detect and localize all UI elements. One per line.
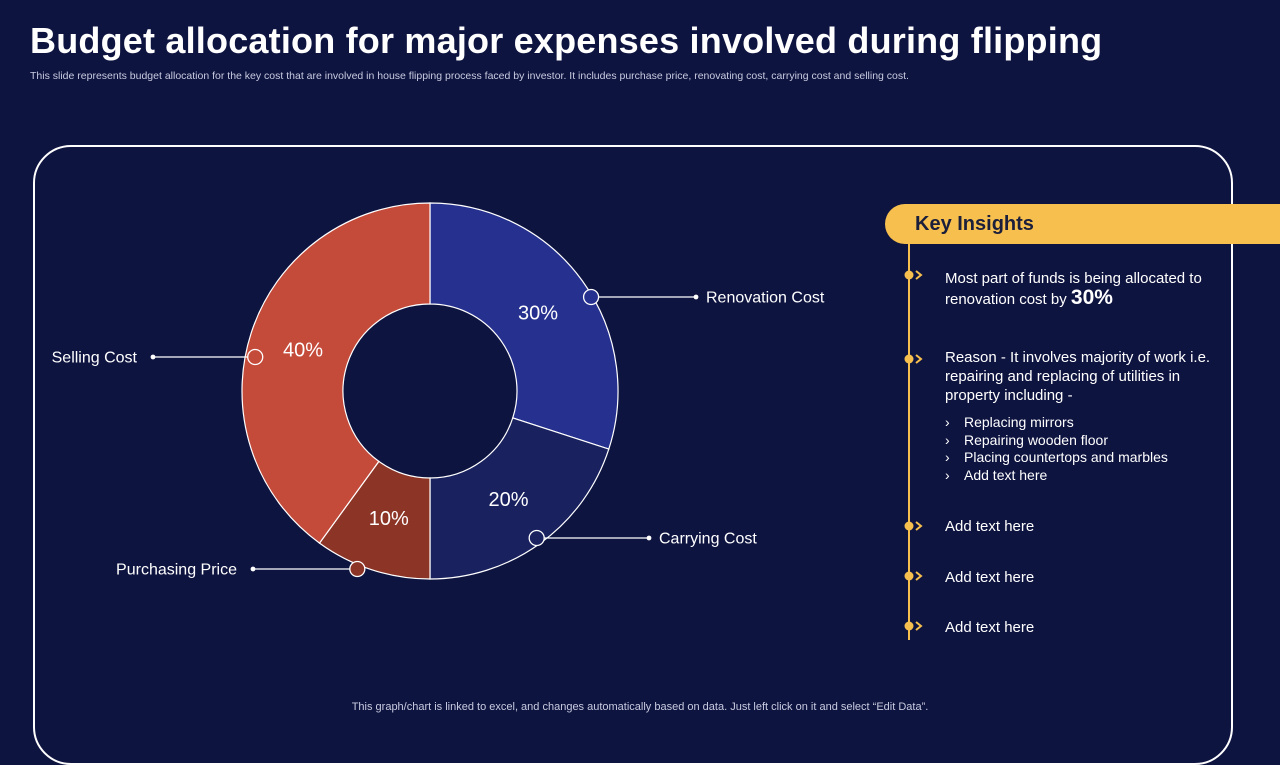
category-label: Selling Cost — [52, 350, 138, 367]
chevron-right-icon: › — [945, 431, 950, 448]
callout-dot — [250, 566, 256, 572]
bullet-icon — [904, 621, 923, 631]
bullet-icon — [904, 571, 923, 581]
key-insights-header: Key Insights — [885, 204, 1280, 244]
callout-anchor — [247, 348, 264, 366]
bullet-icon — [904, 354, 923, 364]
sublist-text: Replacing mirrors — [964, 414, 1074, 430]
callout-dot — [150, 354, 156, 360]
callout-anchor — [349, 560, 366, 578]
category-label: Purchasing Price — [116, 562, 237, 579]
donut-slice-carrying-cost[interactable] — [429, 417, 610, 580]
callout-anchor — [582, 288, 600, 306]
donut-slice-renovation-cost[interactable] — [429, 202, 619, 450]
sublist-item: › Repairing wooden floor — [945, 432, 1245, 450]
sublist-text: Repairing wooden floor — [964, 431, 1108, 448]
sublist-item: › Replacing mirrors — [945, 414, 1245, 432]
insight-item: Most part of funds is being allocated to… — [945, 269, 1235, 309]
insight-item: Add text here — [945, 619, 1035, 636]
donut-slice-selling-cost[interactable] — [241, 202, 431, 544]
chevron-right-icon: › — [945, 449, 950, 466]
slice-value-label: 30% — [518, 303, 558, 325]
bullet-icon — [904, 270, 923, 280]
insight-sublist: › Replacing mirrors › Repairing wooden flo… — [945, 414, 1245, 485]
insight-text: Reason - It involves majority of work i.… — [945, 349, 1211, 404]
donut-chart[interactable]: 30% 20% 10% 40% Renovation Cost Carrying Cost… — [0, 0, 1280, 720]
sublist-text: Placing countertops and marbles — [964, 449, 1168, 466]
chevron-right-icon: › — [945, 467, 950, 484]
callout-anchor — [528, 529, 545, 547]
slice-value-label: 10% — [369, 508, 409, 530]
sublist-item: › Add text here — [945, 467, 1245, 485]
slice-value-label: 40% — [283, 340, 323, 362]
insight-highlight: 30% — [1070, 286, 1113, 309]
footer-note: This graph/chart is linked to excel, and… — [351, 701, 929, 713]
insight-item: Reason - It involves majority of work i.… — [945, 348, 1235, 405]
callout-dot — [693, 294, 699, 300]
category-label: Carrying Cost — [659, 531, 757, 548]
chevron-right-icon: › — [945, 414, 950, 430]
page-subtitle: This slide represents budget allocation … — [30, 70, 909, 82]
sublist-item: › Placing countertops and marbles — [945, 449, 1245, 467]
page-title: Budget allocation for major expenses inv… — [30, 20, 1103, 61]
insight-item: Add text here — [945, 518, 1035, 535]
insight-text: Most part of funds is being allocated to… — [945, 270, 1202, 308]
callout-dot — [646, 535, 652, 541]
category-label: Renovation Cost — [706, 290, 825, 307]
insight-item: Add text here — [945, 569, 1035, 586]
slice-value-label: 20% — [488, 489, 528, 511]
insights-timeline — [908, 244, 910, 640]
sublist-text: Add text here — [964, 467, 1048, 484]
bullet-icon — [904, 521, 923, 531]
